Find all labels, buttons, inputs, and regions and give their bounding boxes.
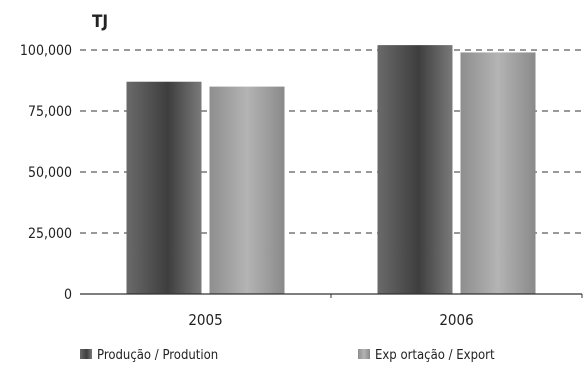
y-tick-label: 50,000 xyxy=(28,165,72,181)
legend-label-production: Produção / Prodution xyxy=(97,348,218,363)
y-tick-label: 0 xyxy=(64,287,72,303)
bar-export-2005 xyxy=(209,86,285,294)
bar-export-2006 xyxy=(460,52,536,294)
bar-production-2005 xyxy=(126,81,202,294)
y-tick-label: 75,000 xyxy=(28,104,72,120)
legend-swatch-export xyxy=(358,349,370,359)
x-tick-label: 2005 xyxy=(188,311,222,329)
legend-label-export: Exp ortação / Export xyxy=(375,348,495,363)
bars xyxy=(126,45,536,295)
y-tick-label: 100,000 xyxy=(20,43,72,59)
y-axis-ticks: 0 25,000 50,000 75,000 100,000 xyxy=(20,43,72,303)
y-tick-label: 25,000 xyxy=(28,226,72,242)
x-tick-label: 2006 xyxy=(439,311,473,329)
bar-production-2006 xyxy=(377,45,453,295)
x-axis-labels: 2005 2006 xyxy=(188,311,473,329)
unit-label: TJ xyxy=(92,12,108,32)
legend: Produção / Prodution Exp ortação / Expor… xyxy=(80,348,495,363)
legend-swatch-production xyxy=(80,349,92,359)
